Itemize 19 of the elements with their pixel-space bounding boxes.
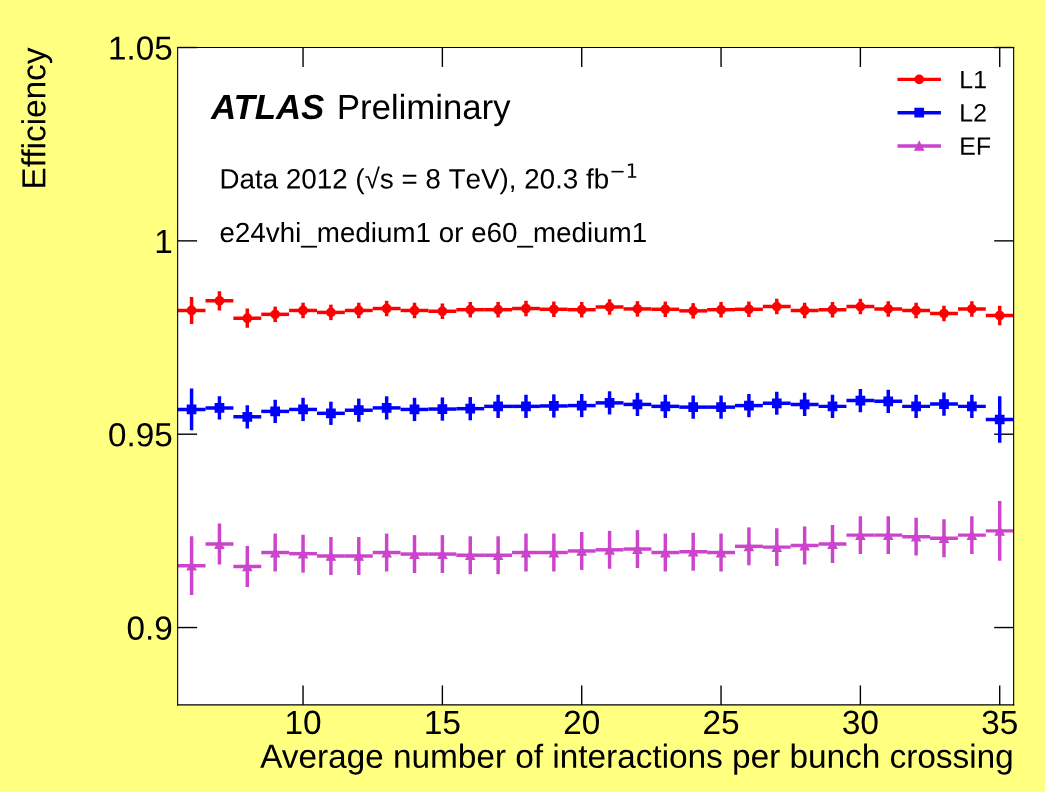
x-tick-label: 35	[982, 710, 1017, 735]
annotation: Data 2012 (√s = 8 TeV), 20.3 fb$^{−1}$	[221, 163, 637, 195]
x-tick-label: 30	[843, 710, 878, 735]
y-tick-label: 0.9	[127, 616, 172, 640]
y-axis-title: Efficiency	[21, 47, 53, 187]
x-tick-label: 15	[426, 710, 460, 735]
x-tick-label: 20	[564, 710, 599, 735]
x-tick-label: 25	[704, 710, 739, 735]
legend-label: L2	[961, 103, 986, 122]
x-tick-label: 10	[287, 710, 321, 735]
annotation: Preliminary	[339, 93, 511, 127]
y-tick-label: 1	[156, 230, 172, 253]
legend-label: L1	[961, 70, 986, 89]
y-tick-label: 1.05	[110, 36, 172, 60]
annotation: ATLAS	[210, 94, 324, 120]
legend-label: EF	[961, 137, 991, 155]
y-tick-label: 0.95	[109, 423, 172, 447]
annotation: e24vhi_medium1 or e60_medium1	[220, 221, 646, 248]
x-axis-title: Average number of interactions per bunch crossing	[260, 743, 1012, 775]
